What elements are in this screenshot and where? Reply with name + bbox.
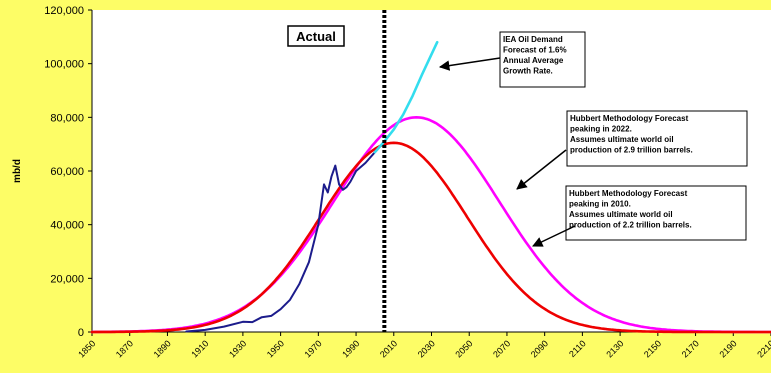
x-tick-label: 2150 (642, 338, 663, 359)
x-axis: 1850 1870 1890 1910 1930 1950 1970 1990 2010 2030… (76, 331, 771, 360)
annotations: IEA Oil Demand Forecast of 1.6%Annual Ave… (438, 31, 748, 247)
series-line-3 (373, 40, 439, 154)
y-tick-label: 40,000 (50, 220, 84, 232)
x-tick-label: 1930 (227, 338, 248, 359)
y-tick-label: 100,000 (44, 59, 84, 71)
x-tick-label: 2030 (416, 338, 437, 359)
x-tick-label: 1910 (189, 338, 210, 359)
x-tick-label: 2130 (604, 338, 625, 359)
y-tick-label: 60,000 (50, 166, 84, 178)
actual-label: Actual (296, 29, 336, 44)
y-axis: 0 20,000 40,000 60,000 80,000 100,000 120,000 (44, 5, 93, 339)
annotation-text: Assumes ultimate world oil (570, 135, 674, 144)
annotation-text: peaking in 2022. (570, 125, 632, 134)
x-tick-label: 1870 (114, 338, 135, 359)
x-tick-label: 2170 (680, 338, 701, 359)
y-tick-label: 120,000 (44, 5, 84, 17)
y-tick-label: 80,000 (50, 112, 84, 124)
y-tick-label: 20,000 (50, 273, 84, 285)
x-tick-label: 2070 (491, 338, 512, 359)
x-tick-label: 2190 (717, 338, 738, 359)
x-tick-label: 2050 (453, 338, 474, 359)
y-axis-title: mb/d (12, 159, 23, 183)
annotation-text: Hubbert Methodology Forecast (569, 189, 688, 198)
actual-label-box (287, 25, 345, 47)
annotation-text: IEA Oil Demand (503, 35, 563, 44)
annotation-arrow (532, 225, 576, 247)
annotation-text: Hubbert Methodology Forecast (570, 114, 689, 123)
series-line-0 (185, 140, 386, 333)
annotation-text: Annual Average (503, 56, 564, 65)
annotation-box (565, 185, 747, 241)
x-tick-label: 2110 (567, 338, 588, 359)
x-tick-label: 1950 (265, 338, 286, 359)
x-tick-label: 1970 (303, 338, 324, 359)
x-tick-label: 2210 (755, 338, 771, 359)
annotation-arrow (516, 149, 567, 190)
annotation-box (566, 110, 748, 167)
plot-area (92, 10, 771, 332)
x-tick-label: 2090 (529, 338, 550, 359)
x-tick-label: 1990 (340, 338, 361, 359)
x-tick-label: 1850 (76, 338, 97, 359)
annotation-text: production of 2.2 trillion barrels. (569, 221, 692, 230)
series-line-2 (90, 141, 771, 334)
annotation-text: Assumes ultimate world oil (569, 210, 673, 219)
annotation-text: Forecast of 1.6% (503, 46, 567, 55)
y-tick-label: 0 (78, 327, 84, 339)
actual-divider: Actual (287, 10, 387, 332)
annotation-arrow (438, 57, 501, 71)
series-group (90, 40, 771, 334)
x-tick-label: 1890 (152, 338, 173, 359)
annotation-text: production of 2.9 trillion barrels. (570, 146, 693, 155)
annotation-box (499, 31, 586, 88)
annotation-text: Growth Rate. (503, 67, 553, 76)
annotation-text: peaking in 2010. (569, 200, 631, 209)
x-tick-label: 2010 (378, 338, 399, 359)
